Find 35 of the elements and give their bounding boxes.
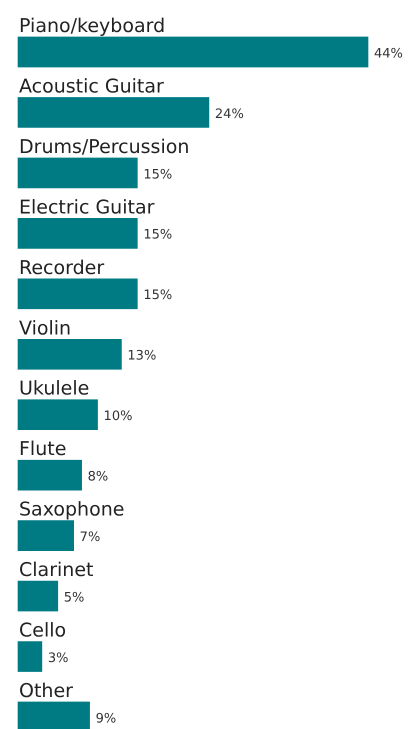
data-label: 8%	[88, 470, 108, 485]
bar	[18, 460, 82, 491]
data-label: 5%	[64, 590, 84, 606]
y-tick-label: Drums/Percussion	[19, 136, 190, 158]
bar	[18, 399, 98, 430]
y-tick-label: Electric Guitar	[19, 196, 155, 218]
y-tick-label: Cello	[19, 620, 66, 642]
bar	[18, 278, 138, 310]
data-label: 9%	[96, 711, 116, 726]
y-tick-label: Piano/keyboard	[19, 15, 166, 37]
bar	[18, 338, 122, 370]
data-label: 44%	[374, 46, 403, 62]
data-label: 10%	[104, 409, 132, 424]
y-tick-label: Flute	[19, 438, 66, 460]
bar	[18, 158, 138, 188]
y-tick-label: Other	[19, 680, 74, 702]
data-label: 3%	[48, 650, 68, 666]
bar	[18, 218, 138, 249]
data-label: 7%	[80, 530, 100, 546]
y-tick-label: Saxophone	[19, 498, 124, 521]
data-label: 15%	[143, 288, 172, 304]
data-label: 13%	[127, 348, 156, 364]
bar	[18, 641, 42, 672]
y-tick-label: Recorder	[19, 256, 104, 279]
data-label: 15%	[143, 167, 172, 182]
y-tick-label: Acoustic Guitar	[19, 75, 164, 98]
data-label: 24%	[214, 106, 244, 122]
bar	[18, 580, 58, 612]
y-tick-label: Ukulele	[19, 378, 90, 400]
y-tick-label: Clarinet	[19, 559, 94, 582]
bar	[18, 36, 368, 68]
data-label: 15%	[143, 228, 172, 243]
bar	[18, 520, 74, 551]
bar	[18, 97, 210, 128]
y-tick-label: Violin	[19, 317, 72, 340]
